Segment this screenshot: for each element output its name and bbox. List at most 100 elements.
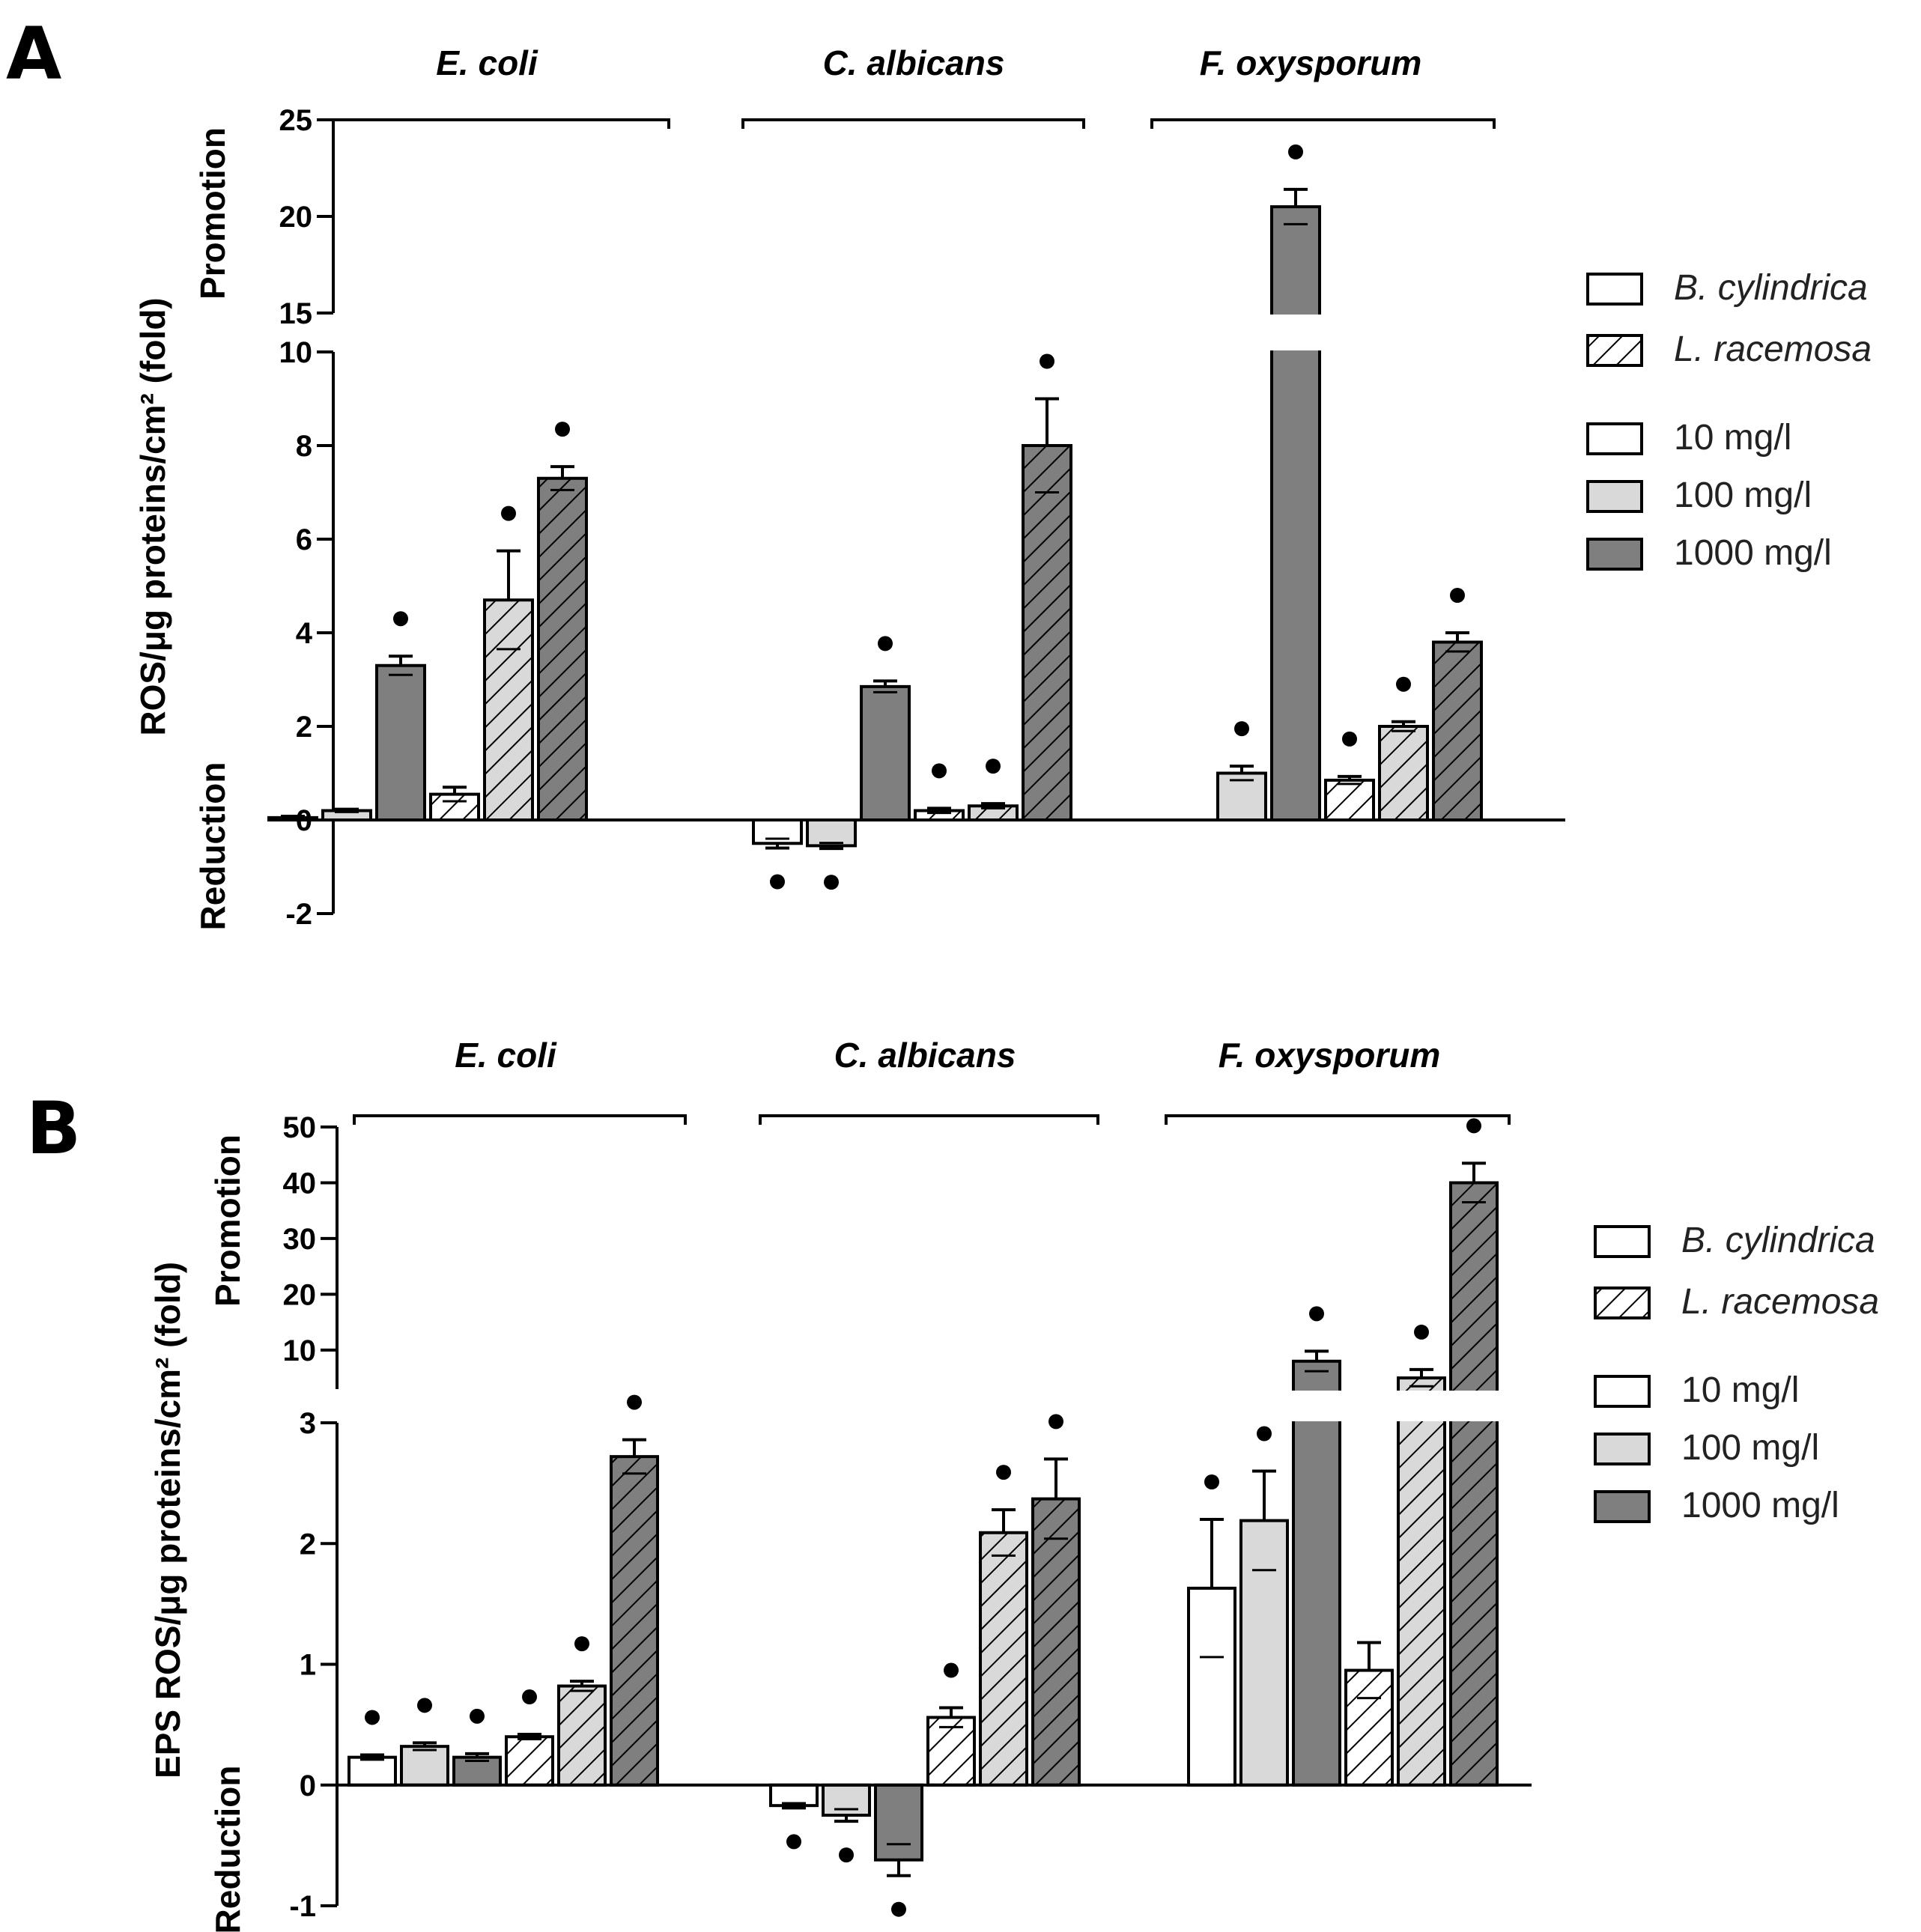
legend-swatch xyxy=(1594,1433,1651,1465)
significance-marker xyxy=(574,1636,589,1652)
group-bracket xyxy=(332,118,670,129)
significance-marker xyxy=(627,1394,642,1410)
y-tick-label: 0 xyxy=(300,1770,316,1802)
significance-marker xyxy=(522,1689,537,1705)
significance-marker xyxy=(891,1901,906,1917)
y-tick-label: 20 xyxy=(283,1278,317,1311)
panel-letter-b: B xyxy=(26,1087,81,1170)
legend-swatch xyxy=(1586,273,1643,306)
significance-marker xyxy=(932,763,947,779)
group-label: E. coli xyxy=(436,43,538,82)
bar xyxy=(1292,1359,1341,1787)
panel-b-chart: -1 0 1 2 3 10 20 30 40 50 EPS ROS/μg proteins/cm² … xyxy=(148,1036,1532,1932)
bar xyxy=(1432,640,1483,821)
bar xyxy=(375,663,426,821)
y-axis-title: ROS/μg proteins/cm² (fold) xyxy=(133,297,172,735)
bar xyxy=(1239,1519,1289,1787)
significance-marker xyxy=(1309,1306,1324,1322)
bar xyxy=(1270,205,1321,822)
y-axis-title: EPS ROS/μg proteins/cm² (fold) xyxy=(148,1262,187,1778)
bar xyxy=(400,1745,449,1787)
group-label: C. albicans xyxy=(823,43,1005,82)
y-tick-label: -1 xyxy=(289,1890,316,1923)
significance-marker xyxy=(365,1710,380,1725)
bar xyxy=(1022,444,1072,821)
reduction-label: Reduction xyxy=(193,762,232,931)
significance-marker xyxy=(1342,731,1357,747)
significance-marker xyxy=(986,759,1001,774)
bar xyxy=(429,792,480,821)
bar xyxy=(1344,1668,1394,1787)
panel-letter-a: A xyxy=(6,12,61,96)
group-label: C. albicans xyxy=(834,1036,1016,1075)
significance-marker xyxy=(1040,353,1054,369)
group-bracket xyxy=(741,118,1085,129)
axis-break-gap xyxy=(1395,1391,1448,1421)
significance-marker xyxy=(470,1708,485,1724)
significance-marker xyxy=(1414,1324,1429,1340)
bar xyxy=(979,1531,1028,1787)
bar xyxy=(1449,1181,1499,1787)
legend-label: 100 mg/l xyxy=(1681,1428,1819,1468)
legend-label: 10 mg/l xyxy=(1681,1370,1799,1410)
bar xyxy=(1378,725,1429,821)
significance-marker xyxy=(1234,721,1249,737)
y-tick-label: 25 xyxy=(279,104,313,137)
significance-marker xyxy=(878,636,893,651)
legend-swatch xyxy=(1586,422,1643,455)
legend-swatch xyxy=(1586,538,1643,571)
legend-label: 1000 mg/l xyxy=(1681,1486,1839,1525)
reduction-label: Reduction xyxy=(208,1766,247,1932)
panel-a-chart: -20246810152025ROS/μg proteins/cm² (fold… xyxy=(133,43,1565,931)
significance-marker xyxy=(786,1834,801,1850)
promotion-label: Promotion xyxy=(193,127,232,300)
axis-break-gap xyxy=(1448,1391,1500,1421)
significance-marker xyxy=(501,505,516,521)
significance-marker xyxy=(555,422,570,437)
axis-break-gap xyxy=(1290,1391,1343,1421)
y-tick-label: 40 xyxy=(283,1167,317,1200)
bar xyxy=(610,1455,659,1787)
y-tick-label: 2 xyxy=(300,1528,316,1561)
legend-label: B. cylindrica xyxy=(1674,268,1868,308)
legend-label: L. racemosa xyxy=(1674,329,1872,369)
y-tick-label: 8 xyxy=(296,430,312,463)
y-tick-label: -2 xyxy=(285,898,312,931)
significance-marker xyxy=(770,874,785,890)
significance-marker xyxy=(839,1847,854,1863)
significance-marker xyxy=(1048,1414,1063,1430)
y-tick-label: 6 xyxy=(296,523,312,556)
legend-swatch xyxy=(1586,334,1643,367)
bar xyxy=(860,684,911,821)
significance-marker xyxy=(824,875,839,890)
legend-label: 100 mg/l xyxy=(1674,476,1812,515)
group-bracket xyxy=(353,1114,687,1125)
significance-marker xyxy=(393,611,408,627)
legend-swatch xyxy=(1594,1225,1651,1258)
bar xyxy=(557,1684,607,1787)
significance-marker xyxy=(1257,1426,1272,1442)
significance-marker xyxy=(996,1465,1011,1480)
bar xyxy=(822,1783,871,1817)
significance-marker xyxy=(417,1698,432,1713)
group-label: F. oxysporum xyxy=(1219,1036,1441,1075)
legend-panel-a: B. cylindrica L. racemosa 10 mg/l 100 mg/l 1… xyxy=(1586,268,1872,573)
significance-marker xyxy=(1204,1474,1219,1489)
bar xyxy=(537,476,588,821)
legend-label: 1000 mg/l xyxy=(1674,533,1832,573)
y-tick-label: 3 xyxy=(300,1407,316,1440)
y-tick-label: 4 xyxy=(296,617,313,650)
legend-swatch xyxy=(1594,1287,1651,1319)
legend-label: B. cylindrica xyxy=(1681,1221,1875,1260)
significance-marker xyxy=(1466,1118,1481,1134)
y-tick-label: 30 xyxy=(283,1223,317,1256)
bar xyxy=(348,1755,397,1787)
y-tick-label: 50 xyxy=(283,1111,317,1144)
promotion-label: Promotion xyxy=(208,1134,247,1307)
group-label: F. oxysporum xyxy=(1200,43,1422,82)
axis-break-gap xyxy=(1269,315,1323,350)
y-tick-label: 1 xyxy=(300,1649,316,1682)
group-bracket xyxy=(759,1114,1099,1125)
y-tick-label: 20 xyxy=(279,201,313,234)
bar xyxy=(752,818,803,845)
